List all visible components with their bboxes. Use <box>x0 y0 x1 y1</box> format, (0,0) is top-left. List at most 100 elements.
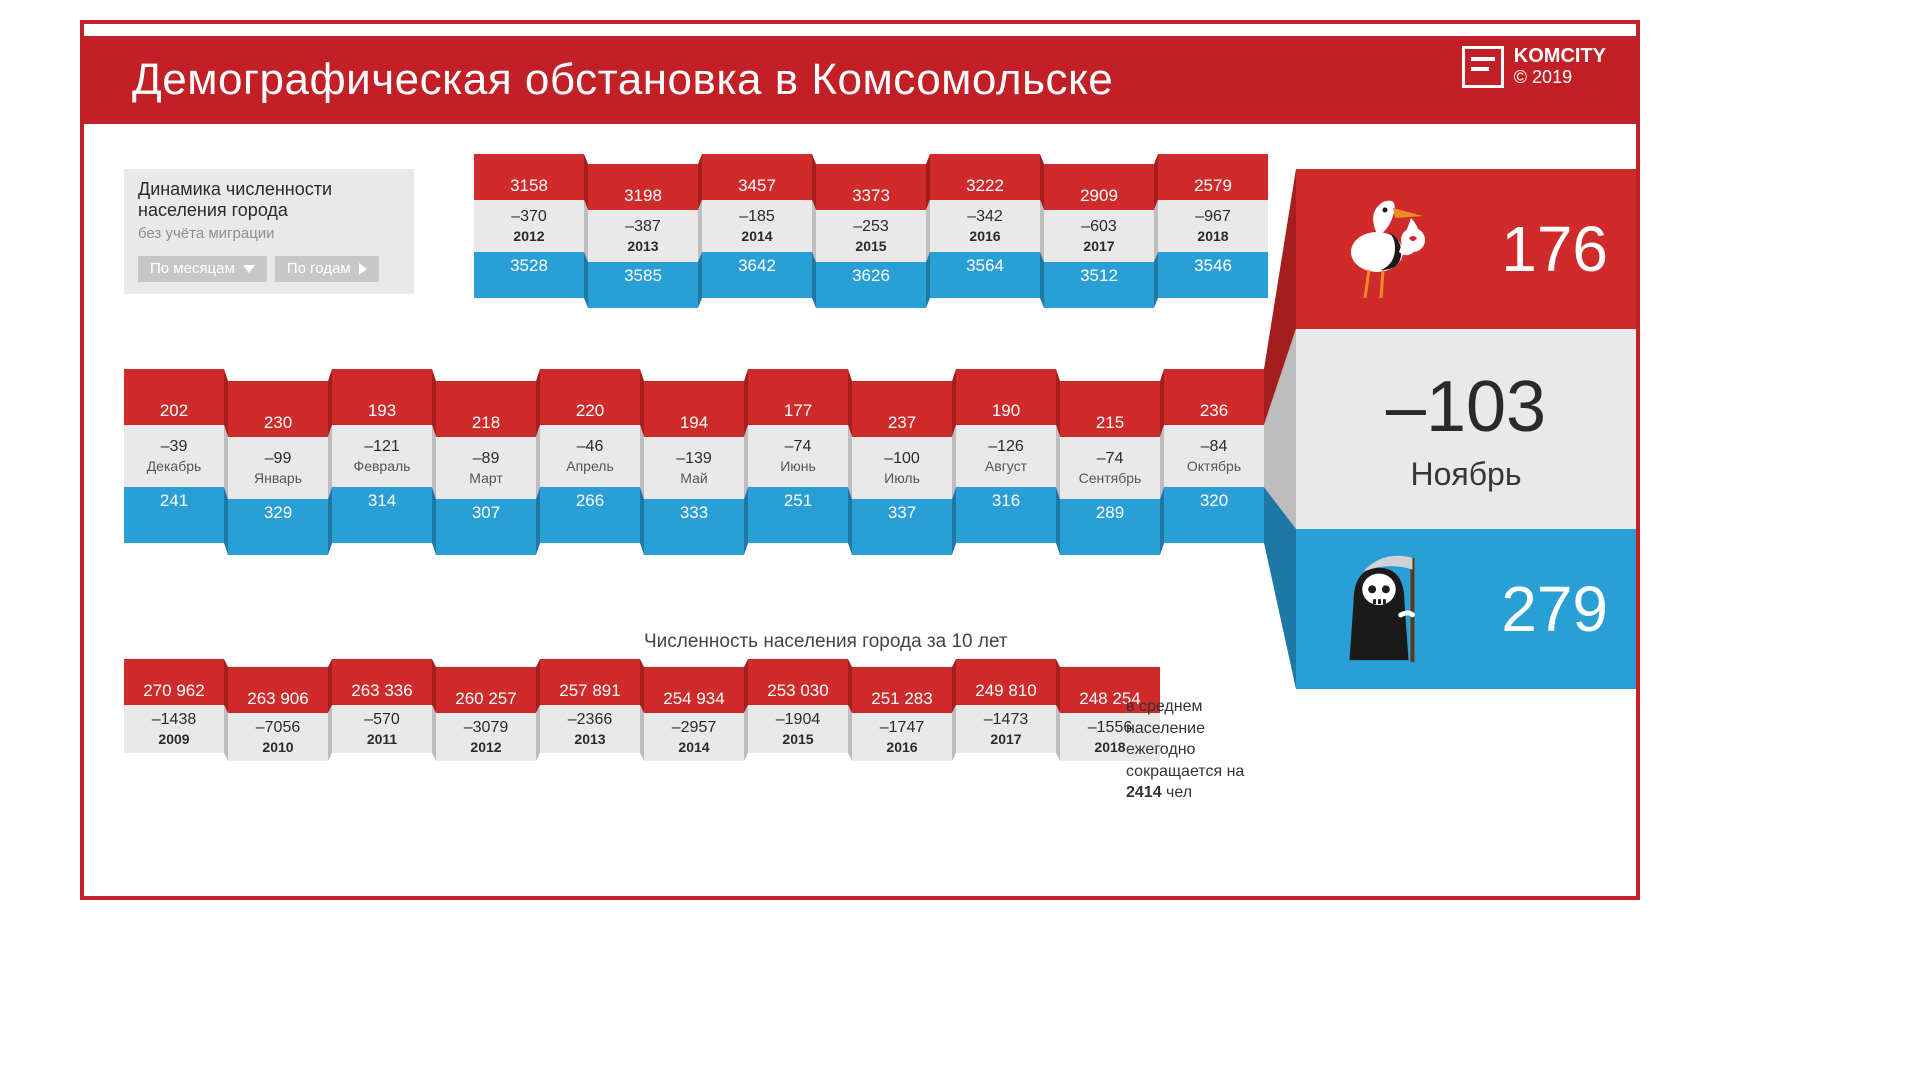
ribbon-red-cell: 177 <box>748 369 848 425</box>
ribbon-red-cell: 254 934 <box>644 667 744 713</box>
ribbon-red-cell: 3373 <box>816 164 926 210</box>
ribbon-mid-cell: –139Май <box>644 437 744 499</box>
ribbon-red-cell: 194 <box>644 381 744 437</box>
stork-icon <box>1324 189 1434 309</box>
ribbon-red-cell: 202 <box>124 369 224 425</box>
brand-name: KOMCITY <box>1514 46 1606 67</box>
ribbon-red-cell: 260 257 <box>436 667 536 713</box>
ribbon-red-cell: 3198 <box>588 164 698 210</box>
footnote-bold: 2414 <box>1126 784 1162 801</box>
ribbon-blue-cell: 329 <box>228 499 328 555</box>
ribbon-blue-cell: 337 <box>852 499 952 555</box>
ribbon-blue-cell: 316 <box>956 487 1056 543</box>
ribbon-red-cell: 253 030 <box>748 659 848 705</box>
brand-logo: KOMCITY © 2019 <box>1462 46 1606 88</box>
ribbon-mid-cell: –2532015 <box>816 210 926 262</box>
ribbon-blue-cell: 3546 <box>1158 252 1268 298</box>
ribbon-blue-cell: 333 <box>644 499 744 555</box>
ribbon-red-cell: 270 962 <box>124 659 224 705</box>
ribbon-mid-cell: –126Август <box>956 425 1056 487</box>
chart-births-deaths-by-year: 3158–370201235283198–387201335853457–185… <box>474 154 1268 318</box>
ribbon-mid-cell: –5702011 <box>332 705 432 753</box>
chart-population-by-year: 270 962–14382009263 906–70562010263 336–… <box>124 659 1160 769</box>
footnote: в среднем население ежегодно сокращается… <box>1126 696 1276 804</box>
ribbon-red-cell: 220 <box>540 369 640 425</box>
chart-births-deaths-by-month: 202–39Декабрь241230–99Январь329 193–121Фе… <box>124 369 1264 567</box>
ribbon-blue-cell: 314 <box>332 487 432 543</box>
info-subtitle: без учёта миграции <box>138 225 400 242</box>
summary-panel: 176 –103 Ноябрь <box>1296 169 1636 689</box>
population-section-label: Численность населения города за 10 лет <box>644 631 1008 653</box>
ribbon-blue-cell: 3512 <box>1044 262 1154 308</box>
summary-diff-label: Ноябрь <box>1410 456 1521 493</box>
ribbon-blue-cell: 3642 <box>702 252 812 298</box>
toggle-months-label: По месяцам <box>150 260 235 277</box>
footnote-suffix: чел <box>1162 784 1192 801</box>
ribbon-red-cell: 2579 <box>1158 154 1268 200</box>
toggle-years-button[interactable]: По годам <box>275 256 379 282</box>
ribbon-red-cell: 3158 <box>474 154 584 200</box>
ribbon-mid-cell: –29572014 <box>644 713 744 761</box>
ribbon-mid-cell: –14382009 <box>124 705 224 753</box>
ribbon-mid-cell: –39Декабрь <box>124 425 224 487</box>
logo-icon <box>1462 46 1504 88</box>
info-box: Динамика численности населения города бе… <box>124 169 414 294</box>
ribbon-blue-cell: 3564 <box>930 252 1040 298</box>
ribbon-red-cell: 236 <box>1164 369 1264 425</box>
footnote-prefix: в среднем население ежегодно сокращается… <box>1126 698 1244 780</box>
page-title: Демографическая обстановка в Комсомольск… <box>132 55 1113 105</box>
brand-copyright: © 2019 <box>1514 67 1606 88</box>
ribbon-mid-cell: –121Февраль <box>332 425 432 487</box>
ribbon-mid-cell: –89Март <box>436 437 536 499</box>
connector-wedge <box>1264 139 1296 899</box>
summary-births-value: 176 <box>1501 212 1608 286</box>
header-band: Демографическая обстановка в Комсомольск… <box>84 36 1636 124</box>
summary-diff: –103 Ноябрь <box>1296 329 1636 529</box>
ribbon-blue-cell: 289 <box>1060 499 1160 555</box>
ribbon-red-cell: 257 891 <box>540 659 640 705</box>
ribbon-red-cell: 249 810 <box>956 659 1056 705</box>
ribbon-mid-cell: –74Июнь <box>748 425 848 487</box>
info-title: Динамика численности населения города <box>138 179 400 221</box>
summary-diff-value: –103 <box>1386 366 1546 448</box>
ribbon-blue-cell: 3626 <box>816 262 926 308</box>
toggle-months-button[interactable]: По месяцам <box>138 256 267 282</box>
ribbon-mid-cell: –46Апрель <box>540 425 640 487</box>
ribbon-mid-cell: –23662013 <box>540 705 640 753</box>
ribbon-red-cell: 218 <box>436 381 536 437</box>
ribbon-red-cell: 263 336 <box>332 659 432 705</box>
ribbon-red-cell: 230 <box>228 381 328 437</box>
ribbon-mid-cell: –3422016 <box>930 200 1040 252</box>
ribbon-mid-cell: –6032017 <box>1044 210 1154 262</box>
ribbon-blue-cell: 266 <box>540 487 640 543</box>
ribbon-mid-cell: –17472016 <box>852 713 952 761</box>
ribbon-blue-cell: 251 <box>748 487 848 543</box>
infographic-frame: Демографическая обстановка в Комсомольск… <box>80 20 1640 900</box>
ribbon-blue-cell: 3528 <box>474 252 584 298</box>
ribbon-mid-cell: –84Октябрь <box>1164 425 1264 487</box>
ribbon-mid-cell: –3872013 <box>588 210 698 262</box>
ribbon-red-cell: 3457 <box>702 154 812 200</box>
ribbon-mid-cell: –99Январь <box>228 437 328 499</box>
ribbon-mid-cell: –70562010 <box>228 713 328 761</box>
ribbon-blue-cell: 320 <box>1164 487 1264 543</box>
chevron-right-icon <box>359 263 367 275</box>
ribbon-red-cell: 251 283 <box>852 667 952 713</box>
summary-births: 176 <box>1296 169 1636 329</box>
toggle-years-label: По годам <box>287 260 351 277</box>
ribbon-mid-cell: –74Сентябрь <box>1060 437 1160 499</box>
ribbon-red-cell: 193 <box>332 369 432 425</box>
ribbon-red-cell: 215 <box>1060 381 1160 437</box>
ribbon-mid-cell: –100Июль <box>852 437 952 499</box>
ribbon-mid-cell: –3702012 <box>474 200 584 252</box>
ribbon-mid-cell: –19042015 <box>748 705 848 753</box>
ribbon-red-cell: 2909 <box>1044 164 1154 210</box>
ribbon-mid-cell: –30792012 <box>436 713 536 761</box>
ribbon-red-cell: 190 <box>956 369 1056 425</box>
ribbon-red-cell: 237 <box>852 381 952 437</box>
ribbon-blue-cell: 241 <box>124 487 224 543</box>
ribbon-red-cell: 263 906 <box>228 667 328 713</box>
summary-deaths: 279 <box>1296 529 1636 689</box>
ribbon-mid-cell: –1852014 <box>702 200 812 252</box>
summary-deaths-value: 279 <box>1501 572 1608 646</box>
